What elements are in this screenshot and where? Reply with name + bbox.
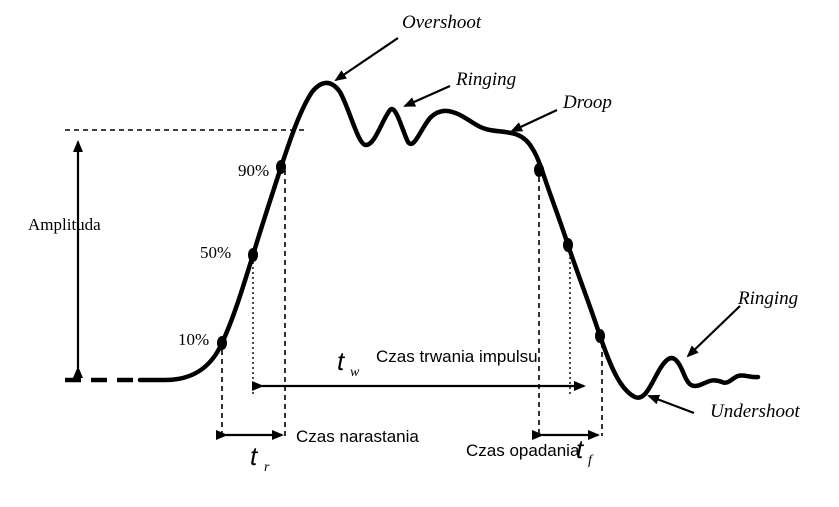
label-90: 90% bbox=[238, 161, 269, 180]
overshoot-arrow bbox=[334, 37, 399, 82]
undershoot-arrow bbox=[647, 394, 695, 415]
tr-symbol: t bbox=[250, 441, 259, 471]
label-50: 50% bbox=[200, 243, 231, 262]
overshoot-label: Overshoot bbox=[402, 12, 482, 33]
point-90-rise bbox=[276, 160, 286, 174]
label-10: 10% bbox=[178, 330, 209, 349]
tw-subscript: w bbox=[350, 365, 360, 380]
droop-arrow bbox=[510, 109, 558, 132]
amplitude-label: Amplituda bbox=[28, 215, 101, 234]
ringing-bottom-label: Ringing bbox=[737, 288, 798, 309]
ringing-bottom-arrow bbox=[686, 305, 741, 358]
ringing-top-label: Ringing bbox=[455, 69, 516, 90]
point-50-rise bbox=[248, 248, 258, 262]
point-10-fall bbox=[595, 329, 605, 343]
tf-symbol: t bbox=[576, 434, 585, 464]
pulse-waveform bbox=[137, 80, 761, 400]
undershoot-label: Undershoot bbox=[710, 401, 800, 422]
fall-time-label: Czas opadania bbox=[466, 441, 580, 460]
pulse-duration-label: Czas trwania impulsu bbox=[376, 347, 538, 366]
ringing-top-arrow bbox=[403, 84, 451, 108]
tw-symbol: t bbox=[337, 346, 346, 376]
rise-time-label: Czas narastania bbox=[296, 427, 419, 446]
droop-label: Droop bbox=[562, 92, 612, 113]
tf-subscript: f bbox=[588, 453, 594, 468]
point-10-rise bbox=[217, 336, 227, 350]
point-50-fall bbox=[563, 238, 573, 252]
point-90-fall bbox=[534, 163, 544, 177]
tr-subscript: r bbox=[264, 460, 270, 475]
